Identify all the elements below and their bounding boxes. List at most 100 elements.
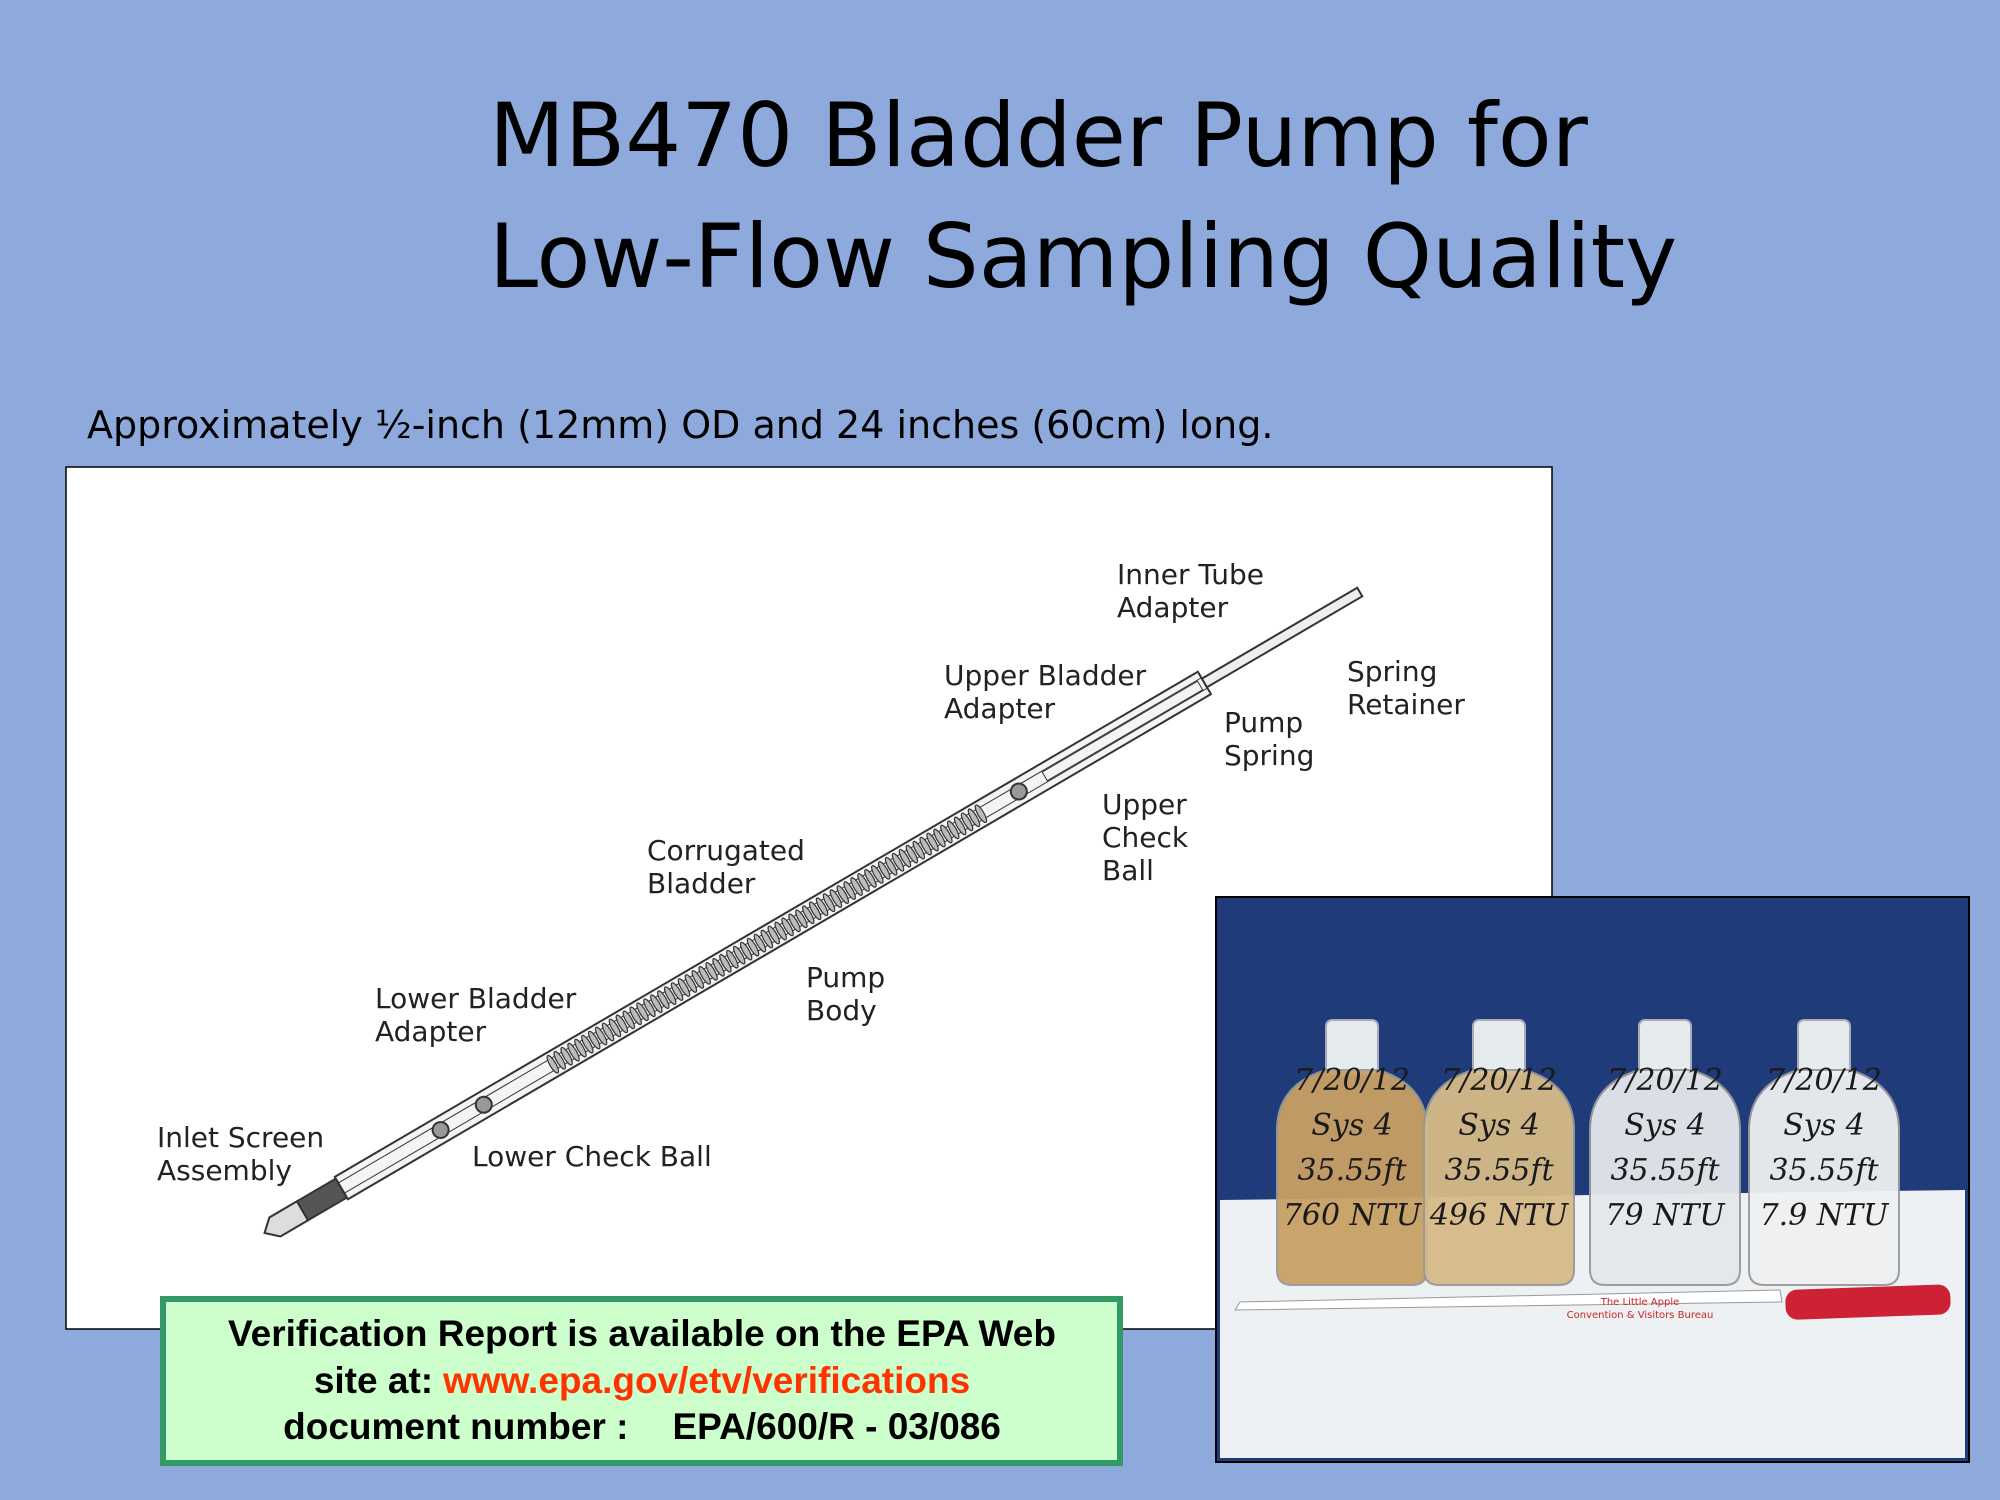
diagram-label: Lower Check Ball — [472, 1140, 712, 1173]
corrugation — [836, 885, 850, 904]
corrugation — [656, 990, 670, 1010]
corrugation — [829, 889, 843, 908]
corrugation — [677, 978, 691, 997]
bottle-label: Sys 4 — [1311, 1108, 1393, 1143]
corrugation — [905, 844, 919, 864]
corrugation — [753, 933, 767, 953]
diagram-label: Adapter — [944, 692, 1056, 725]
photo: 7/20/12 Sys 4 35.55ft 760 NTU 7/20/12 Sys 4 35… — [1215, 896, 1970, 1463]
corrugation — [815, 897, 829, 917]
corrugation — [933, 828, 946, 848]
diagram-label: Inner Tube — [1117, 558, 1264, 591]
bottle-label: 7/20/12 — [1294, 1063, 1410, 1098]
corrugation — [850, 877, 863, 896]
corrugation — [719, 953, 732, 973]
corrugation — [629, 1006, 642, 1026]
diagram-label: Adapter — [375, 1015, 487, 1048]
diagram-label: Spring — [1347, 655, 1437, 688]
note-text: site at: — [314, 1360, 433, 1401]
corrugation — [767, 925, 781, 945]
corrugation — [732, 945, 746, 965]
corrugation — [864, 869, 877, 888]
corrugation — [587, 1030, 601, 1050]
corrugation — [788, 913, 801, 933]
corrugation — [636, 1002, 649, 1022]
corrugation — [739, 941, 753, 961]
corrugation — [857, 873, 870, 892]
diagram-label: Upper Bladder — [944, 659, 1147, 692]
diagram-label: Adapter — [1117, 591, 1229, 624]
corrugation — [746, 937, 760, 957]
note-line: Verification Report is available on the … — [228, 1313, 1056, 1354]
corrugation — [871, 865, 884, 884]
bottle-label: 760 NTU — [1283, 1198, 1423, 1233]
check-ball — [474, 1095, 493, 1114]
corrugation — [663, 986, 677, 1005]
corrugation — [884, 856, 898, 876]
bottle-label: 35.55ft — [1297, 1153, 1407, 1188]
diagram-label: Body — [806, 994, 877, 1027]
diagram-label: Upper — [1102, 788, 1187, 821]
diagram-label: Spring — [1224, 739, 1314, 772]
corrugation — [974, 804, 988, 824]
check-ball — [431, 1120, 450, 1139]
note-line: document number : EPA/600/R - 03/086 — [283, 1406, 1001, 1447]
corrugation — [670, 982, 684, 1001]
diagram-label: Bladder — [647, 867, 756, 900]
title-line: MB470 Bladder Pump for — [489, 84, 1589, 187]
corrugation — [622, 1010, 636, 1030]
corrugation — [891, 852, 905, 872]
pen — [1234, 1289, 1783, 1311]
bottle-label: 7/20/12 — [1766, 1063, 1882, 1098]
corrugation — [808, 901, 822, 921]
corrugation — [926, 832, 939, 852]
corrugation — [615, 1014, 629, 1034]
pen-text: Convention & Visitors Bureau — [1567, 1310, 1714, 1321]
corrugation — [781, 917, 794, 937]
corrugation — [567, 1042, 580, 1062]
diagram-label: Corrugated — [647, 834, 805, 867]
corrugation — [643, 998, 656, 1018]
corrugation — [898, 848, 912, 868]
bottle — [1748, 1069, 1900, 1286]
corrugation — [574, 1038, 587, 1058]
pen-cap — [1785, 1284, 1951, 1320]
pen-text: The Little Apple — [1600, 1297, 1680, 1308]
bottle-label: Sys 4 — [1624, 1108, 1706, 1143]
bottle — [1589, 1069, 1741, 1286]
spring — [1041, 680, 1204, 782]
corrugation — [726, 949, 739, 969]
corrugation — [940, 824, 953, 844]
corrugation — [795, 909, 808, 929]
diagram-label: Inlet Screen — [157, 1121, 324, 1154]
diagram-label: Retainer — [1347, 688, 1465, 721]
pump-drawing — [263, 586, 1364, 1238]
corrugation — [843, 881, 856, 900]
bottle-label: 496 NTU — [1429, 1198, 1570, 1233]
bottle-label: 35.55ft — [1444, 1153, 1554, 1188]
diagram-label: Pump — [1224, 706, 1303, 739]
corrugation — [698, 966, 711, 985]
diagram-label: Assembly — [157, 1154, 292, 1187]
bottle — [1423, 1069, 1575, 1286]
corrugation — [546, 1054, 560, 1074]
bottle-label: 7.9 NTU — [1760, 1198, 1891, 1233]
corrugation — [581, 1034, 594, 1054]
corrugation — [946, 820, 960, 840]
note-link[interactable]: www.epa.gov/etv/verifications — [442, 1360, 970, 1401]
corrugation — [912, 840, 926, 860]
corrugation — [712, 957, 725, 977]
corrugation — [774, 921, 787, 941]
corrugation — [560, 1046, 573, 1066]
inner-tube — [1200, 586, 1364, 689]
corrugation — [801, 905, 815, 925]
note-text: EPA/600/R - 03/086 — [672, 1406, 1000, 1447]
corrugation — [822, 893, 836, 913]
note-line: site at: www.epa.gov/etv/verifications — [314, 1360, 970, 1401]
corrugation — [960, 812, 974, 832]
note-box — [160, 1296, 1123, 1466]
corrugation — [608, 1018, 622, 1038]
bottle-label: 79 NTU — [1605, 1198, 1726, 1233]
